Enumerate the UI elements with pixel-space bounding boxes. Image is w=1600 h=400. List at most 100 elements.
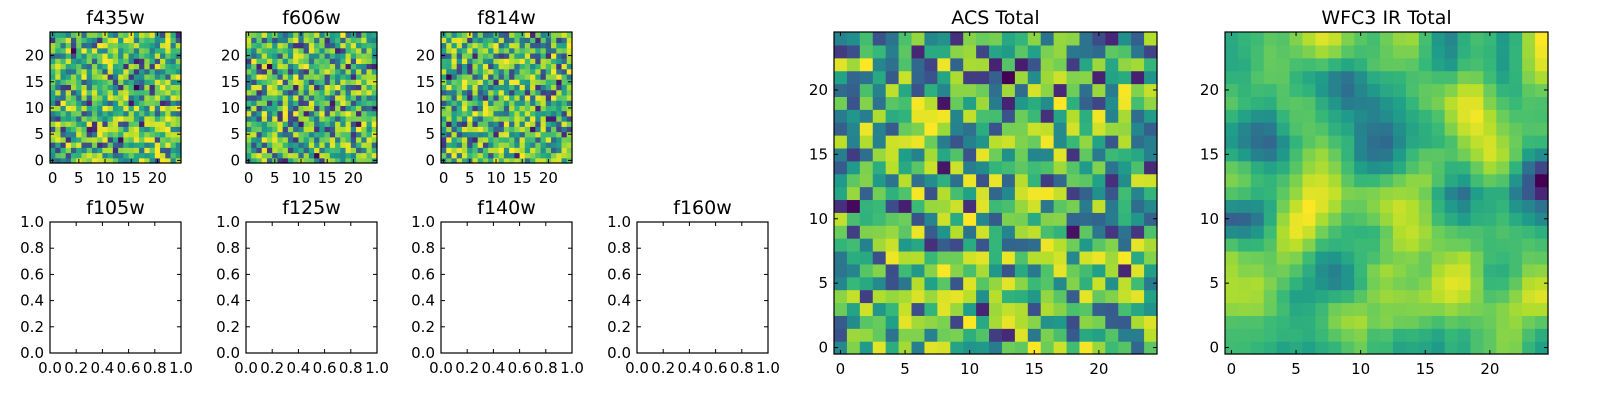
heatmap-cell [251, 58, 258, 65]
heatmap-cell [514, 131, 521, 138]
heatmap-cell [963, 225, 977, 239]
heatmap-cell [911, 250, 926, 265]
heatmap-cell [1470, 302, 1484, 316]
x-tick-label: 1.0 [169, 359, 193, 377]
heatmap-cell [165, 142, 172, 148]
heatmap-cell [324, 42, 331, 49]
heatmap-cell [361, 105, 368, 112]
heatmap-cell [1040, 250, 1055, 265]
heatmap-cell [1014, 263, 1029, 278]
heatmap-cell [1509, 341, 1523, 355]
heatmap-cell [175, 84, 182, 91]
heatmap-cell [1225, 238, 1239, 252]
heatmap-cell [467, 142, 474, 148]
heatmap-cell [989, 135, 1003, 149]
heatmap-cell [1315, 315, 1329, 329]
heatmap-cell [314, 115, 320, 122]
heatmap-cell [102, 136, 109, 143]
heatmap-cell [107, 79, 114, 85]
heatmap-cell [70, 42, 77, 49]
heatmap-cell [1066, 315, 1081, 329]
heatmap-cell [293, 89, 299, 96]
heatmap-cell [356, 126, 362, 133]
heatmap-cell [1522, 44, 1536, 59]
y-tick-label: 0.2 [216, 318, 240, 336]
heatmap-cell [1470, 315, 1484, 329]
heatmap-cell [1483, 44, 1497, 59]
heatmap-cell [144, 68, 151, 75]
heatmap-cell [1367, 250, 1381, 265]
y-tick-label: 20 [25, 47, 44, 65]
heatmap-cell [1457, 315, 1472, 329]
heatmap-cell [524, 37, 531, 44]
heatmap-cell [1144, 173, 1158, 188]
heatmap-cell [324, 142, 331, 148]
heatmap-cell [319, 152, 326, 159]
heatmap-cell [519, 84, 526, 91]
heatmap-cell [524, 115, 531, 122]
heatmap-cell [144, 63, 151, 70]
y-tick-label: 0.2 [411, 318, 435, 336]
heatmap-cell [293, 105, 299, 112]
heatmap-cell [123, 131, 130, 138]
heatmap-cell [1470, 44, 1484, 59]
heatmap-cell [561, 47, 568, 54]
heatmap-cell [1418, 57, 1433, 72]
heatmap-cell [911, 263, 926, 278]
heatmap-cell [70, 131, 77, 138]
heatmap-cell [165, 79, 172, 85]
heatmap-cell [1276, 341, 1291, 355]
heatmap-cell [256, 58, 263, 65]
heatmap-cell [540, 110, 547, 117]
heatmap-cell [293, 121, 299, 127]
heatmap-cell [308, 121, 315, 127]
heatmap-cell [1079, 109, 1093, 123]
heatmap-cell [1250, 328, 1265, 342]
heatmap-cell [503, 126, 510, 133]
heatmap-cell [277, 47, 284, 54]
heatmap-cell [1001, 122, 1016, 136]
heatmap-cell [97, 100, 103, 106]
heatmap-cell [371, 47, 378, 54]
heatmap-cell [246, 142, 252, 148]
heatmap-cell [371, 136, 378, 143]
heatmap-cell [170, 147, 177, 154]
heatmap-cell [86, 105, 93, 112]
heatmap-cell [1354, 44, 1368, 59]
heatmap-cell [1354, 70, 1368, 85]
heatmap-cell [1053, 109, 1068, 123]
heatmap-cell [50, 152, 56, 159]
heatmap-cell [1483, 289, 1497, 304]
heatmap-cell [924, 160, 938, 175]
heatmap-cell [451, 42, 458, 49]
heatmap-cell [1496, 160, 1510, 175]
heatmap-cell [1457, 122, 1472, 136]
heatmap-cell [350, 115, 357, 122]
heatmap-cell [91, 52, 98, 59]
heatmap-cell [519, 100, 526, 106]
heatmap-cell [950, 83, 964, 97]
heatmap-cell [503, 47, 510, 54]
heatmap-cell [55, 105, 62, 112]
heatmap-cell [846, 250, 861, 265]
heatmap-cell [60, 115, 67, 122]
heatmap-cell [472, 68, 479, 75]
heatmap-cell [834, 147, 848, 162]
heatmap-cell [319, 37, 326, 44]
heatmap-cell [1392, 160, 1407, 175]
heatmap-cell [308, 37, 315, 44]
heatmap-cell [1040, 147, 1055, 162]
heatmap-cell [1131, 32, 1145, 46]
heatmap-cell [81, 136, 88, 143]
heatmap-cell [1263, 276, 1278, 291]
heatmap-cell [1328, 212, 1342, 226]
x-tick-label: 1.0 [365, 359, 389, 377]
heatmap-cell [535, 131, 542, 138]
heatmap-cell [1014, 135, 1029, 149]
heatmap-cell [1354, 250, 1368, 265]
heatmap-cell [81, 121, 88, 127]
heatmap-cell [175, 32, 182, 38]
heatmap-cell [1237, 57, 1252, 72]
heatmap-cell [345, 52, 352, 59]
heatmap-cell [551, 52, 557, 59]
